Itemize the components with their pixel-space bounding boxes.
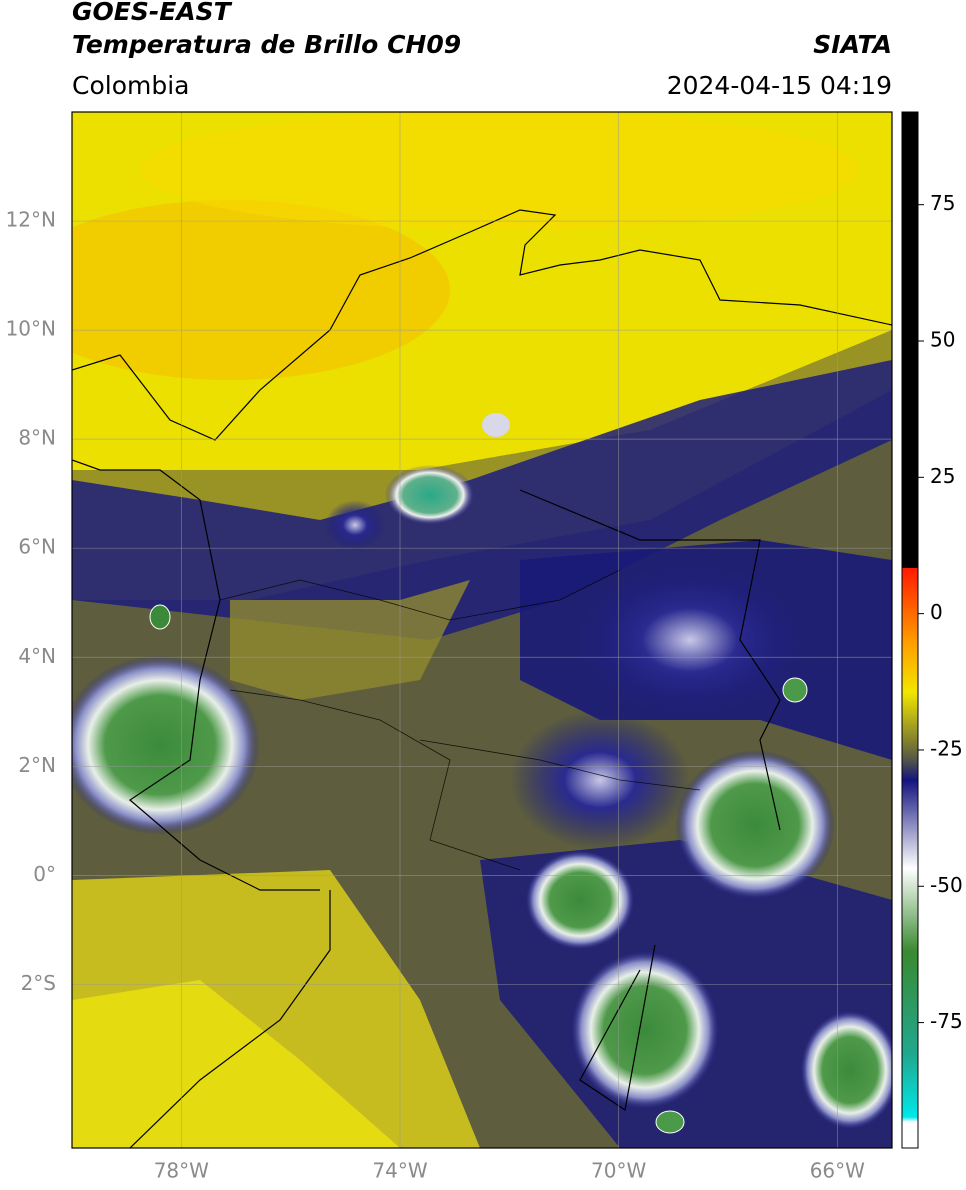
title: GOES-EAST	[72, 0, 233, 26]
colorbar-tick-label: 25	[930, 464, 955, 488]
colorbar-tick-label: 50	[930, 328, 955, 352]
timestamp: 2024-04-15 04:19	[667, 71, 892, 100]
region: Colombia	[72, 71, 189, 100]
y-tick-label: 12°N	[6, 208, 56, 232]
colorbar	[901, 111, 919, 1149]
subtitle: Temperatura de Brillo CH09	[72, 30, 461, 59]
y-tick-label: 2°S	[21, 971, 56, 995]
x-tick-label: 74°W	[372, 1159, 427, 1183]
x-tick-label: 70°W	[591, 1159, 646, 1183]
y-tick-label: 0°	[33, 862, 56, 886]
colorbar-tick-label: -50	[930, 873, 963, 897]
x-tick-label: 66°W	[810, 1159, 865, 1183]
x-tick-label: 78°W	[154, 1159, 209, 1183]
y-tick-label: 10°N	[6, 317, 56, 341]
satellite-image	[72, 112, 892, 1148]
colorbar-tick-label: -75	[930, 1009, 963, 1033]
y-tick-label: 6°N	[18, 535, 56, 559]
y-tick-label: 2°N	[18, 753, 56, 777]
map-frame	[71, 111, 893, 1149]
grid	[72, 112, 892, 1148]
colorbar-tick-label: 75	[930, 191, 955, 215]
y-tick-label: 8°N	[18, 426, 56, 450]
y-tick-label: 4°N	[18, 644, 56, 668]
colorbar-tick-label: -25	[930, 736, 963, 760]
colorbar-tick-label: 0	[930, 600, 943, 624]
source: SIATA	[813, 30, 892, 59]
